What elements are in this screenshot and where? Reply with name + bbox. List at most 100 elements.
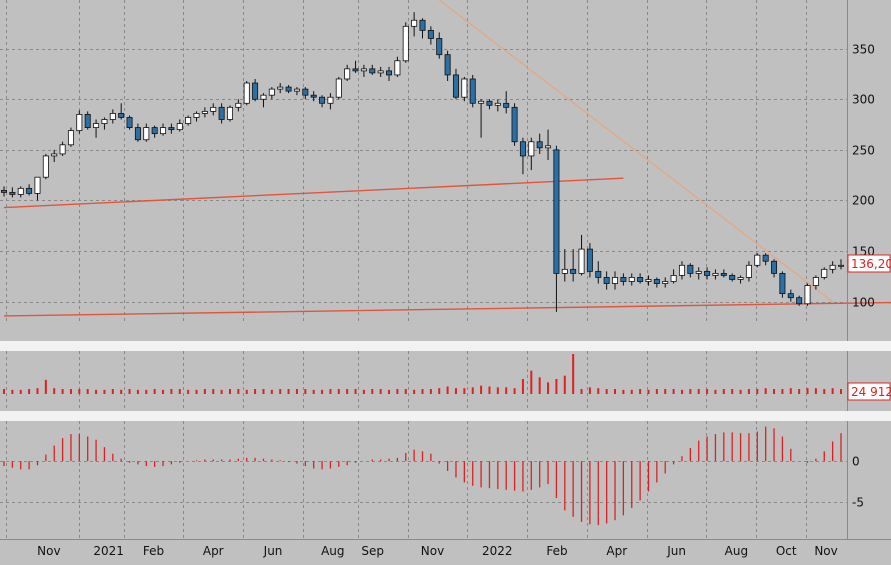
time-tick-label: Nov — [814, 544, 837, 558]
candle-body — [461, 78, 468, 98]
time-tick-label: Apr — [606, 544, 627, 558]
pane-separator[interactable] — [0, 411, 891, 421]
candle-body — [226, 106, 233, 120]
candle — [386, 66, 393, 82]
trendlines — [3, 0, 891, 317]
price-tick-label: 250 — [852, 144, 875, 158]
candle-body — [51, 153, 58, 157]
volume-bar — [664, 389, 667, 394]
volume-bar — [153, 389, 156, 394]
candle-body — [452, 74, 459, 98]
volume-bar — [61, 389, 64, 394]
candle — [628, 273, 635, 286]
pane-separator[interactable] — [0, 341, 891, 351]
volume-bar — [69, 389, 72, 394]
volume-bar — [195, 389, 198, 394]
candle-body — [536, 141, 543, 149]
candle-body — [9, 191, 16, 195]
candle-body — [293, 88, 300, 92]
time-tick-label: Feb — [546, 544, 567, 558]
candle — [678, 261, 685, 280]
volume-bar — [555, 379, 558, 394]
candle — [536, 133, 543, 154]
volume-bar — [429, 389, 432, 394]
candle-body — [34, 176, 41, 194]
candle — [268, 87, 275, 100]
candle-body — [695, 270, 702, 274]
volume-bar — [764, 388, 767, 394]
candle — [796, 295, 803, 306]
candle-body — [821, 268, 828, 278]
candle-body — [268, 88, 275, 96]
candle-body — [620, 277, 627, 282]
oscillator-pane[interactable] — [0, 421, 891, 539]
volume-bar — [413, 389, 416, 394]
candle-body — [829, 264, 836, 270]
volume-bar — [346, 389, 349, 394]
volume-bar — [789, 388, 792, 394]
volume-bar — [53, 388, 56, 394]
volume-bar — [614, 389, 617, 394]
volume-bar — [781, 389, 784, 394]
candle — [720, 269, 727, 278]
candle-body — [377, 70, 384, 74]
candle-body — [118, 113, 125, 118]
volume-bar — [212, 389, 215, 394]
volume-bar — [639, 389, 642, 394]
candle — [277, 83, 284, 94]
candle — [243, 81, 250, 106]
volume-bar — [170, 389, 173, 394]
candle — [319, 95, 326, 108]
price-pane[interactable] — [0, 0, 891, 341]
volume-bar — [19, 389, 22, 394]
candle — [260, 93, 267, 108]
volume-bar — [321, 389, 324, 394]
candle-body — [243, 82, 250, 104]
volume-bar — [438, 388, 441, 394]
candle — [419, 18, 426, 39]
volume-bar — [689, 389, 692, 394]
candle — [93, 119, 100, 138]
candle-body — [595, 270, 602, 278]
candle — [310, 91, 317, 102]
volume-bar — [254, 389, 257, 394]
candle — [511, 103, 518, 146]
candle-body — [653, 279, 660, 284]
candle — [695, 267, 702, 280]
candle — [436, 32, 443, 59]
volume-bar — [739, 389, 742, 394]
candle-body — [427, 29, 434, 39]
candle-body — [352, 68, 359, 72]
candle-body — [176, 123, 183, 131]
volume-bar — [371, 389, 374, 394]
candle-body — [779, 272, 786, 295]
candle — [143, 123, 150, 142]
volume-bar — [697, 389, 700, 394]
time-tick-label: Aug — [725, 544, 748, 558]
candle — [645, 275, 652, 286]
candle — [285, 85, 292, 94]
volume-pane[interactable] — [0, 351, 891, 411]
candle-body — [76, 114, 83, 132]
candle-body — [494, 102, 501, 106]
volume-bar — [655, 389, 658, 394]
volume-series — [3, 354, 842, 394]
candle-body — [612, 277, 619, 284]
candle-body — [804, 285, 811, 305]
candle — [603, 271, 610, 290]
volume-bar — [597, 388, 600, 394]
volume-bar — [806, 388, 809, 394]
candle-body — [327, 96, 334, 104]
volume-bar — [78, 389, 81, 394]
volume-bar — [187, 389, 190, 394]
volume-bar — [162, 389, 165, 394]
candle-body — [67, 130, 74, 146]
candle — [394, 56, 401, 77]
candle — [586, 243, 593, 278]
candle-body — [745, 264, 752, 278]
candle — [787, 289, 794, 302]
candle-body — [285, 86, 292, 92]
candle-body — [235, 102, 242, 108]
volume-bar — [840, 389, 842, 394]
volume-bar — [421, 389, 424, 394]
